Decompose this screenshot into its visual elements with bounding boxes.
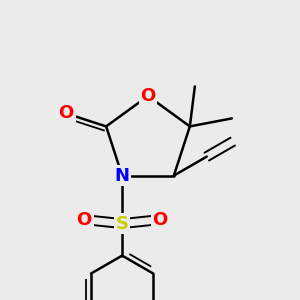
Text: S: S <box>116 214 129 232</box>
Text: O: O <box>140 87 156 105</box>
Text: O: O <box>76 211 92 229</box>
Text: O: O <box>152 211 168 229</box>
Text: N: N <box>115 167 130 184</box>
Text: O: O <box>58 104 74 122</box>
